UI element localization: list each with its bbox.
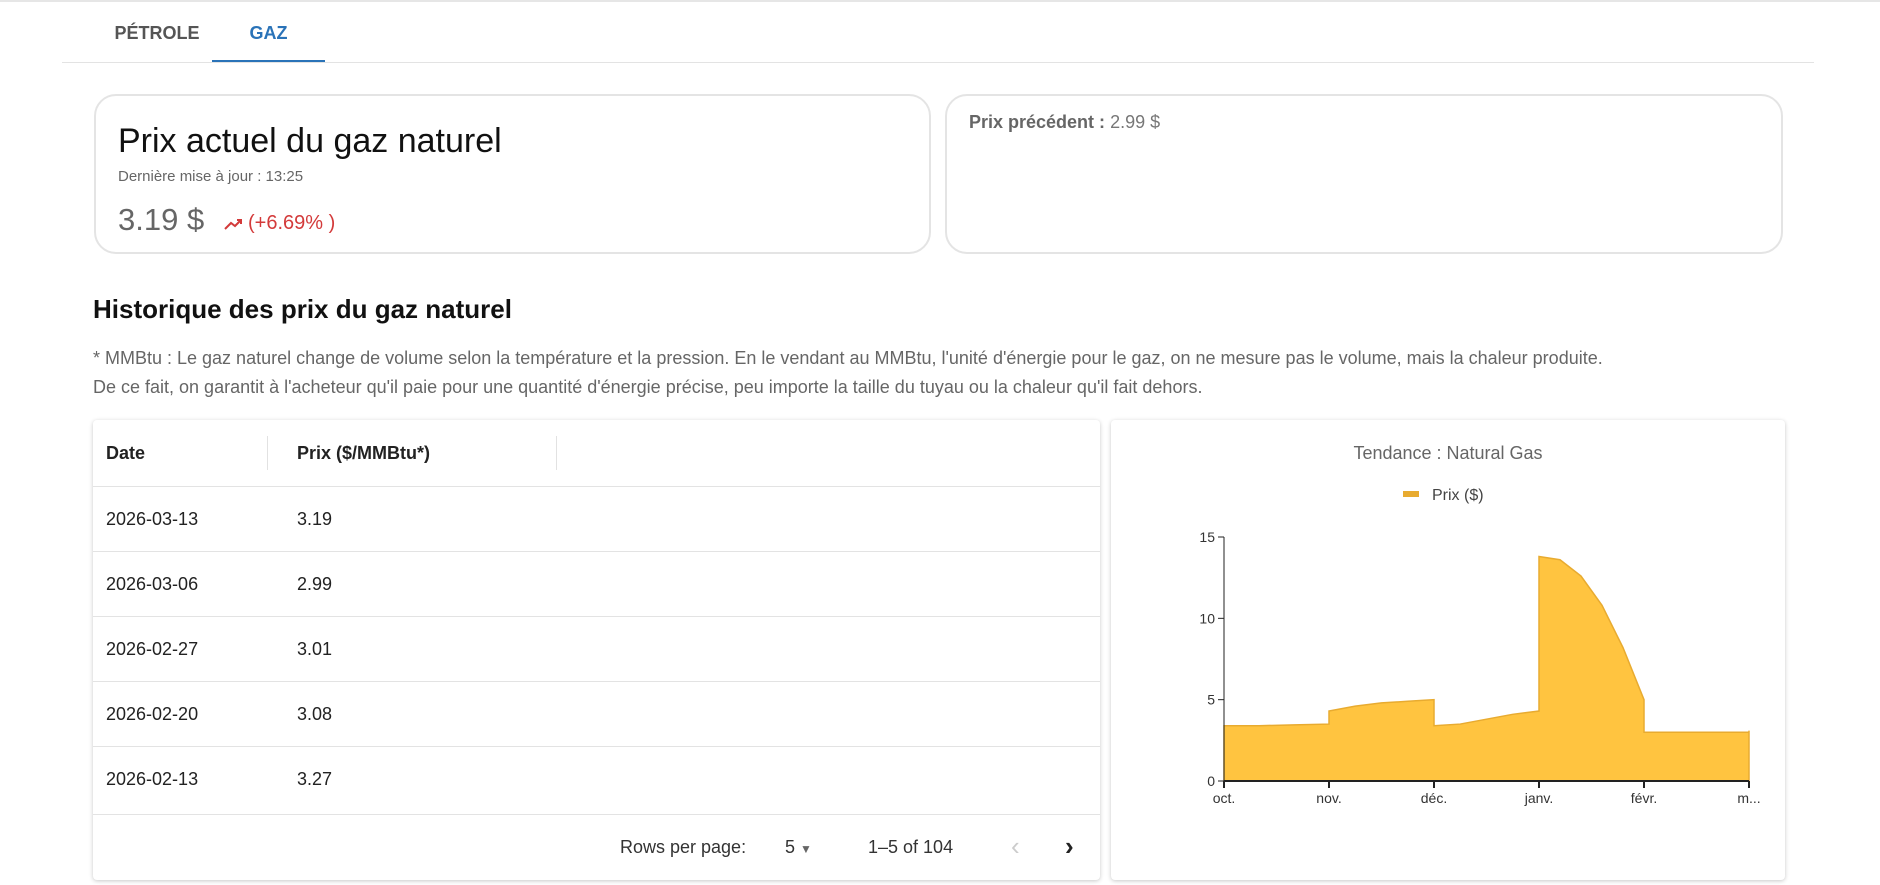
tab-bar: PÉTROLE GAZ	[62, 2, 1814, 63]
y-tick-label: 10	[1199, 610, 1215, 626]
cell-date: 2026-02-20	[106, 704, 199, 724]
table-row: 2026-03-13 3.19	[93, 486, 1100, 551]
pagination: Rows per page: 5 ▼ 1–5 of 104 ‹ ›	[93, 814, 1100, 879]
table-row: 2026-03-06 2.99	[93, 551, 1100, 616]
y-tick-label: 0	[1207, 773, 1215, 789]
price-change: (+6.69% )	[224, 212, 335, 235]
column-separator	[556, 436, 557, 470]
cell-date: 2026-03-13	[106, 509, 199, 529]
card-title: Prix actuel du gaz naturel	[118, 122, 502, 160]
page-range: 1–5 of 104	[868, 837, 954, 857]
history-title: Historique des prix du gaz naturel	[93, 294, 512, 324]
rows-per-page-select[interactable]: 5 ▼	[785, 837, 812, 858]
trend-chart: Tendance : Natural Gas Prix ($) 0 5 10 15 oc…	[1199, 443, 1760, 806]
price-table: Date Prix ($/MMBtu*) 2026-03-13 3.19 2026…	[93, 420, 1100, 880]
column-separator	[267, 436, 268, 470]
cell-date: 2026-02-13	[106, 769, 199, 789]
x-tick-label: févr.	[1631, 790, 1657, 806]
previous-value: 2.99 $	[1110, 112, 1161, 132]
x-tick-label: janv.	[1524, 790, 1554, 806]
rows-per-page-label: Rows per page:	[620, 837, 747, 857]
legend-swatch	[1403, 491, 1419, 497]
next-page-button[interactable]: ›	[1065, 831, 1074, 861]
last-updated: Dernière mise à jour : 13:25	[118, 168, 304, 185]
current-price-card: Prix actuel du gaz naturel Dernière mise…	[94, 94, 931, 254]
trend-chart-card: Tendance : Natural Gas Prix ($) 0 5 10 15 oc…	[1111, 420, 1785, 880]
table-row: 2026-02-13 3.27	[93, 746, 1100, 811]
cell-price: 3.27	[297, 769, 333, 789]
previous-label: Prix précédent :	[969, 112, 1106, 132]
x-tick-label: nov.	[1316, 790, 1341, 806]
top-border	[0, 0, 1880, 2]
x-tick-label: oct.	[1213, 790, 1236, 806]
change-percent: (+6.69% )	[248, 212, 336, 234]
legend-label[interactable]: Prix ($)	[1432, 487, 1484, 504]
rows-per-page-value: 5	[785, 837, 796, 857]
current-price: 3.19 $	[118, 202, 205, 237]
trending-up-icon	[224, 218, 242, 230]
previous-price-card: Prix précédent : 2.99 $	[945, 94, 1783, 254]
chart-title: Tendance : Natural Gas	[1353, 443, 1542, 463]
y-tick-label: 5	[1207, 692, 1215, 708]
prev-page-button[interactable]: ‹	[1011, 831, 1020, 861]
y-tick-label: 15	[1199, 529, 1215, 545]
table-row: 2026-02-20 3.08	[93, 681, 1100, 746]
column-price[interactable]: Prix ($/MMBtu*)	[297, 443, 431, 463]
cell-price: 2.99	[297, 574, 333, 594]
cell-date: 2026-03-06	[106, 574, 199, 594]
mmbtu-note: * MMBtu : Le gaz naturel change de volum…	[93, 344, 1793, 402]
x-tick-label: déc.	[1421, 790, 1447, 806]
x-tick-label: m...	[1737, 790, 1760, 806]
cell-price: 3.08	[297, 704, 333, 724]
cell-date: 2026-02-27	[106, 639, 199, 659]
previous-price: Prix précédent : 2.99 $	[969, 112, 1160, 133]
cell-price: 3.19	[297, 509, 333, 529]
note-line: * MMBtu : Le gaz naturel change de volum…	[93, 348, 1603, 368]
cell-price: 3.01	[297, 639, 333, 659]
price-area	[1223, 555, 1750, 782]
tab-gaz[interactable]: GAZ	[212, 2, 325, 62]
tab-petrole[interactable]: PÉTROLE	[114, 23, 200, 43]
note-line: De ce fait, on garantit à l'acheteur qu'…	[93, 377, 1203, 397]
caret-down-icon: ▼	[800, 842, 812, 856]
table-row: 2026-02-27 3.01	[93, 616, 1100, 681]
column-date[interactable]: Date	[106, 443, 146, 463]
